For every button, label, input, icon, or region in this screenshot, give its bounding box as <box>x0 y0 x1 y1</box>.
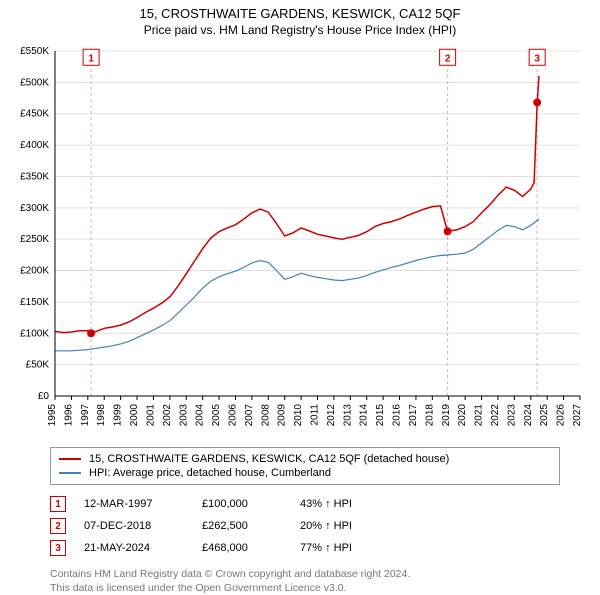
sale-date: 07-DEC-2018 <box>84 520 184 532</box>
legend-label: 15, CROSTHWAITE GARDENS, KESWICK, CA12 5… <box>89 453 449 465</box>
x-tick-label: 2009 <box>277 404 288 427</box>
y-tick-label: £400K <box>20 140 49 151</box>
x-tick-label: 1995 <box>47 404 58 427</box>
legend-label: HPI: Average price, detached house, Cumb… <box>89 467 331 479</box>
y-tick-label: £200K <box>20 266 49 277</box>
sale-price: £468,000 <box>202 542 282 554</box>
footnote-line2: This data is licensed under the Open Gov… <box>50 581 560 595</box>
y-tick-label: £500K <box>20 77 49 88</box>
x-tick-label: 2020 <box>457 404 468 427</box>
series-price_paid <box>55 76 539 333</box>
x-tick-label: 2021 <box>474 404 485 427</box>
sale-badge: 1 <box>50 496 66 512</box>
x-tick-label: 1996 <box>63 404 74 427</box>
sale-marker-badge-num: 3 <box>534 53 540 64</box>
x-tick-label: 1998 <box>96 404 107 427</box>
legend-swatch <box>59 458 81 460</box>
legend-item: 15, CROSTHWAITE GARDENS, KESWICK, CA12 5… <box>59 452 551 466</box>
chart-title-block: 15, CROSTHWAITE GARDENS, KESWICK, CA12 5… <box>0 0 600 41</box>
sale-row: 3 21-MAY-2024 £468,000 77% ↑ HPI <box>50 537 560 559</box>
sale-date: 21-MAY-2024 <box>84 542 184 554</box>
sale-pct: 43% ↑ HPI <box>300 498 400 510</box>
x-tick-label: 2007 <box>244 404 255 427</box>
line-chart-svg: £0 £50K £100K £150K £200K £250K £300K £350K £400… <box>0 41 600 441</box>
sale-row: 1 12-MAR-1997 £100,000 43% ↑ HPI <box>50 493 560 515</box>
x-tick-label: 2002 <box>162 404 173 427</box>
x-tick-label: 2016 <box>392 404 403 427</box>
sale-badge: 2 <box>50 518 66 534</box>
x-tick-label: 2008 <box>260 404 271 427</box>
sale-marker-badge-num: 2 <box>445 53 451 64</box>
legend-item: HPI: Average price, detached house, Cumb… <box>59 466 551 480</box>
sale-pct: 20% ↑ HPI <box>300 520 400 532</box>
x-tick-label: 2001 <box>145 404 156 427</box>
x-tick-label: 2013 <box>342 404 353 427</box>
y-tick-label: £0 <box>38 391 50 402</box>
x-tick-label: 2015 <box>375 404 386 427</box>
sale-badge: 3 <box>50 540 66 556</box>
sale-pct: 77% ↑ HPI <box>300 542 400 554</box>
sale-marker-badge-num: 1 <box>88 53 94 64</box>
sale-date: 12-MAR-1997 <box>84 498 184 510</box>
x-tick-label: 2022 <box>490 404 501 427</box>
x-tick-label: 2004 <box>195 404 206 427</box>
chart-title-sub: Price paid vs. HM Land Registry's House … <box>0 23 600 37</box>
x-tick-label: 2011 <box>310 404 321 426</box>
y-tick-label: £250K <box>20 234 49 245</box>
chart-area: £0 £50K £100K £150K £200K £250K £300K £350K £400… <box>0 41 600 441</box>
sale-row: 2 07-DEC-2018 £262,500 20% ↑ HPI <box>50 515 560 537</box>
x-tick-label: 2025 <box>539 404 550 427</box>
sale-price: £100,000 <box>202 498 282 510</box>
y-tick-label: £450K <box>20 109 49 120</box>
x-tick-label: 2027 <box>572 404 583 427</box>
legend-swatch <box>59 472 81 474</box>
sale-price: £262,500 <box>202 520 282 532</box>
sale-marker-dot <box>444 227 452 235</box>
x-tick-label: 2012 <box>326 404 337 427</box>
footnote: Contains HM Land Registry data © Crown c… <box>50 567 560 595</box>
x-tick-label: 1997 <box>80 404 91 427</box>
chart-title-address: 15, CROSTHWAITE GARDENS, KESWICK, CA12 5… <box>0 6 600 21</box>
y-tick-label: £50K <box>26 360 50 371</box>
x-tick-label: 2018 <box>424 404 435 427</box>
x-tick-label: 2019 <box>441 404 452 427</box>
x-tick-label: 2023 <box>506 404 517 427</box>
y-tick-label: £300K <box>20 203 49 214</box>
x-tick-label: 2024 <box>523 404 534 427</box>
sale-marker-dot <box>87 329 95 337</box>
y-tick-label: £100K <box>20 328 49 339</box>
x-tick-label: 2026 <box>556 404 567 427</box>
footnote-line1: Contains HM Land Registry data © Crown c… <box>50 567 560 581</box>
y-tick-label: £350K <box>20 171 49 182</box>
x-tick-label: 2006 <box>227 404 238 427</box>
x-tick-label: 2010 <box>293 404 304 427</box>
y-tick-label: £550K <box>20 46 49 57</box>
x-tick-label: 2017 <box>408 404 419 427</box>
x-tick-label: 2005 <box>211 404 222 427</box>
legend: 15, CROSTHWAITE GARDENS, KESWICK, CA12 5… <box>50 447 560 485</box>
x-tick-label: 1999 <box>113 404 124 427</box>
x-tick-label: 2003 <box>178 404 189 427</box>
sale-marker-dot <box>533 98 541 106</box>
x-tick-label: 2000 <box>129 404 140 427</box>
x-tick-label: 2014 <box>359 404 370 427</box>
sales-table: 1 12-MAR-1997 £100,000 43% ↑ HPI 2 07-DEC-201… <box>50 493 560 559</box>
y-tick-label: £150K <box>20 297 49 308</box>
